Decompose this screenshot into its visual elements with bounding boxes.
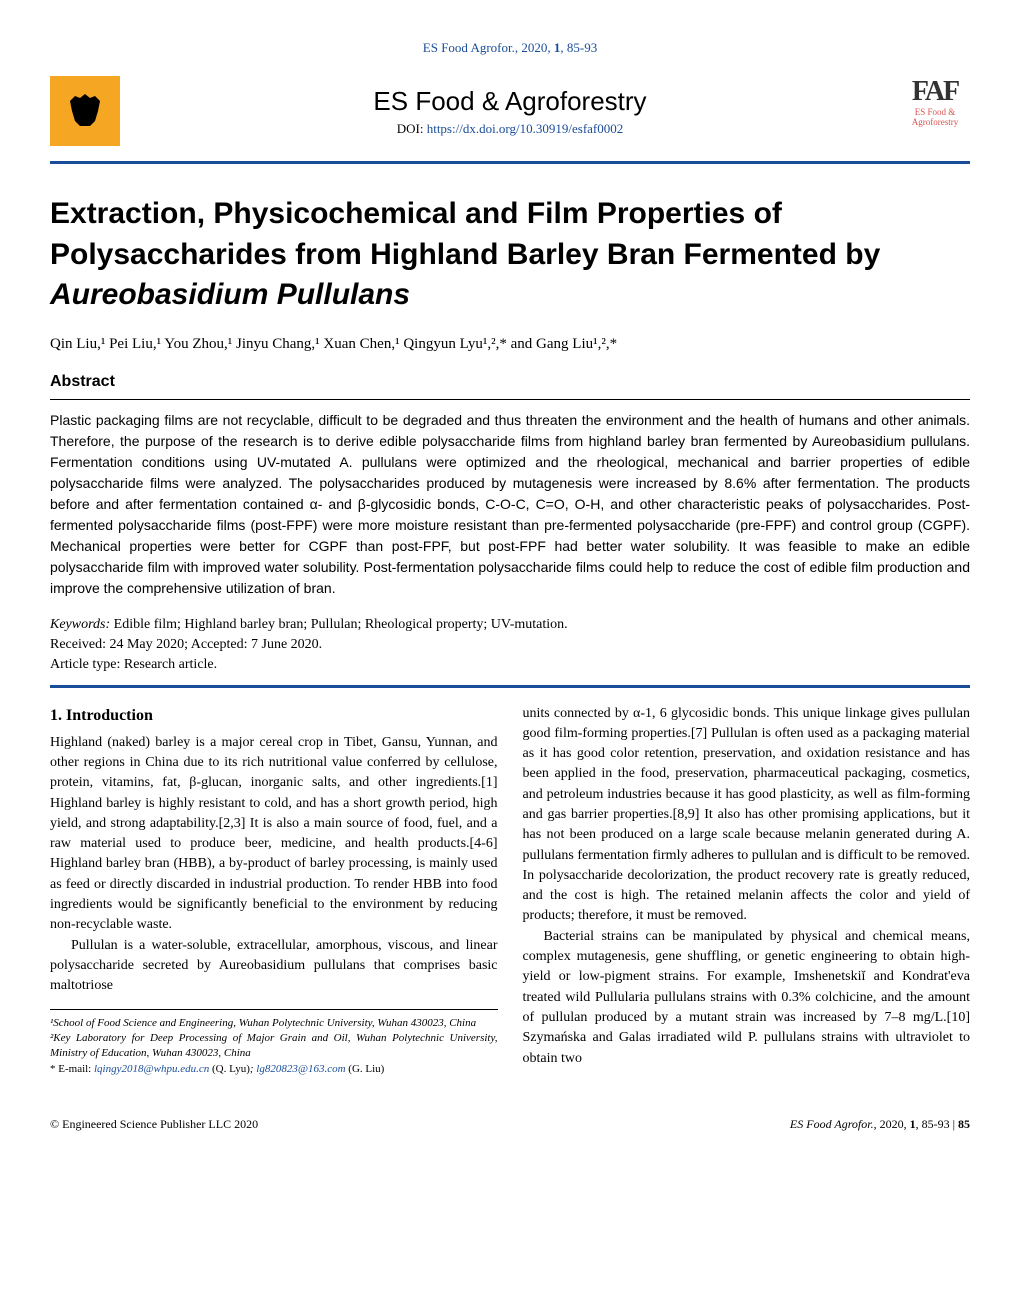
page-footer: © Engineered Science Publisher LLC 2020 … bbox=[50, 1117, 970, 1132]
email-link[interactable]: lg820823@163.com bbox=[256, 1063, 345, 1075]
journal-name: ES Food & Agroforestry bbox=[120, 86, 900, 117]
journal-logo-left bbox=[50, 76, 120, 146]
article-type-line: Article type: Research article. bbox=[50, 657, 970, 688]
banner-center: ES Food & Agroforestry DOI: https://dx.d… bbox=[120, 86, 900, 137]
right-column: units connected by α-1, 6 glycosidic bon… bbox=[523, 704, 971, 1078]
intro-paragraph: units connected by α-1, 6 glycosidic bon… bbox=[523, 704, 971, 927]
body-columns: 1. Introduction Highland (naked) barley … bbox=[50, 704, 970, 1078]
abstract-heading: Abstract bbox=[50, 373, 970, 391]
doi-link[interactable]: https://dx.doi.org/10.30919/esfaf0002 bbox=[427, 121, 624, 136]
affiliation: ²Key Laboratory for Deep Processing of M… bbox=[50, 1031, 498, 1062]
cow-icon bbox=[50, 76, 120, 146]
authors-line: Qin Liu,¹ Pei Liu,¹ You Zhou,¹ Jinyu Cha… bbox=[50, 336, 970, 353]
intro-heading: 1. Introduction bbox=[50, 704, 498, 727]
abstract-text: Plastic packaging films are not recyclab… bbox=[50, 399, 970, 599]
left-column: 1. Introduction Highland (naked) barley … bbox=[50, 704, 498, 1078]
faf-icon: FAF ES Food &Agroforestry bbox=[900, 76, 970, 146]
header-citation: ES Food Agrofor., 2020, 1, 85-93 bbox=[50, 40, 970, 56]
affiliations-block: ¹School of Food Science and Engineering,… bbox=[50, 1009, 498, 1078]
email-link[interactable]: lqingy2018@whpu.edu.cn bbox=[94, 1063, 209, 1075]
journal-logo-right: FAF ES Food &Agroforestry bbox=[900, 76, 970, 146]
citation-link[interactable]: ES Food Agrofor., 2020, 1, 85-93 bbox=[423, 40, 597, 55]
received-line: Received: 24 May 2020; Accepted: 7 June … bbox=[50, 637, 970, 653]
footer-left: © Engineered Science Publisher LLC 2020 bbox=[50, 1117, 258, 1132]
doi-line: DOI: https://dx.doi.org/10.30919/esfaf00… bbox=[120, 121, 900, 137]
article-title: Extraction, Physicochemical and Film Pro… bbox=[50, 194, 970, 316]
corresponding-emails: * E-mail: lqingy2018@whpu.edu.cn (Q. Lyu… bbox=[50, 1062, 498, 1077]
affiliation: ¹School of Food Science and Engineering,… bbox=[50, 1016, 498, 1031]
footer-right: ES Food Agrofor., 2020, 1, 85-93 | 85 bbox=[790, 1117, 970, 1132]
journal-banner: ES Food & Agroforestry DOI: https://dx.d… bbox=[50, 76, 970, 164]
intro-paragraph: Bacterial strains can be manipulated by … bbox=[523, 927, 971, 1069]
intro-paragraph: Pullulan is a water-soluble, extracellul… bbox=[50, 936, 498, 997]
keywords-line: Keywords: Edible film; Highland barley b… bbox=[50, 617, 970, 633]
intro-paragraph: Highland (naked) barley is a major cerea… bbox=[50, 733, 498, 936]
